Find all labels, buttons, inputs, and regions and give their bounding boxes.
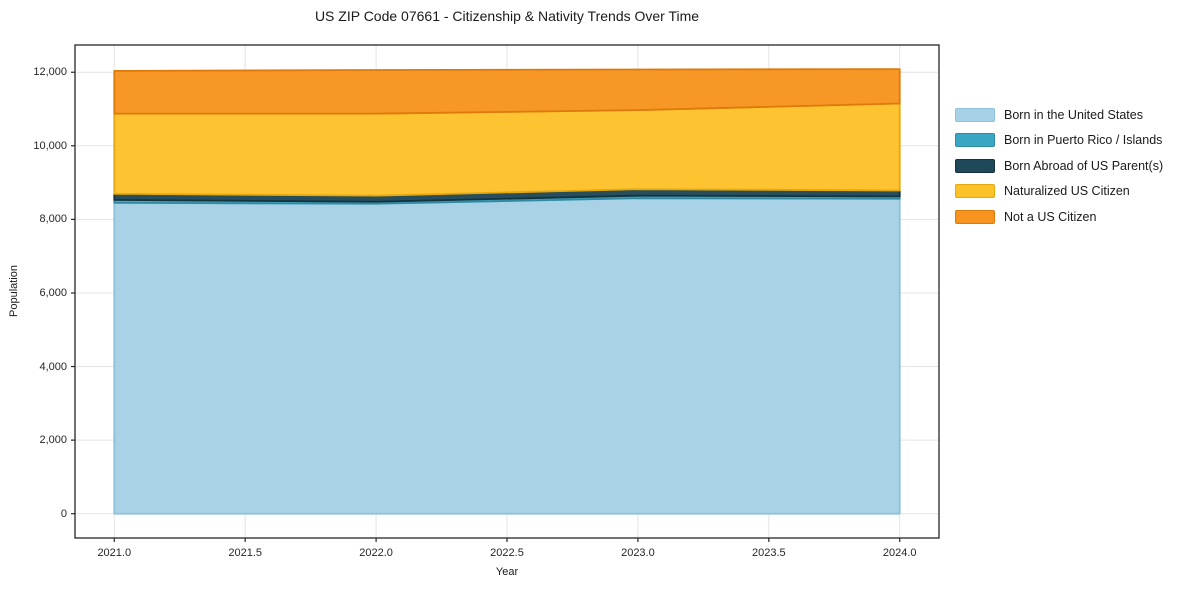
legend-swatch <box>955 107 995 122</box>
legend-label: Born in Puerto Rico / Islands <box>1004 133 1163 148</box>
x-axis-tick-label: 2022.5 <box>490 547 524 559</box>
legend-swatch <box>955 184 995 199</box>
legend-item: Not a US Citizen <box>955 204 1163 230</box>
y-axis-tick-label: 4,000 <box>39 360 67 373</box>
x-axis-tick-label: 2024.0 <box>882 547 917 559</box>
x-axis-tick-label: 2021.5 <box>228 547 262 559</box>
y-axis-tick-label: 8,000 <box>39 213 67 226</box>
x-axis-tick-label: 2021.0 <box>97 547 132 559</box>
legend-label: Naturalized US Citizen <box>1004 184 1130 199</box>
legend-item: Born in Puerto Rico / Islands <box>955 128 1163 154</box>
legend-swatch <box>955 209 995 224</box>
y-axis-tick-label: 12,000 <box>33 66 67 79</box>
legend-label: Born Abroad of US Parent(s) <box>1004 158 1164 173</box>
area-series-5 <box>113 68 901 115</box>
area-series-4 <box>113 102 901 197</box>
legend-item: Born Abroad of US Parent(s) <box>955 153 1163 179</box>
legend-swatch <box>955 158 995 173</box>
x-axis-tick-label: 2022.0 <box>359 547 393 559</box>
legend-item: Born in the United States <box>955 102 1163 128</box>
x-axis-tick-label: 2023.0 <box>621 547 655 559</box>
chart-title: US ZIP Code 07661 - Citizenship & Nativi… <box>314 8 700 24</box>
y-axis-tick-label: 10,000 <box>33 139 67 152</box>
x-axis-tick-label: 2023.5 <box>751 547 786 559</box>
legend-label: Not a US Citizen <box>1004 209 1097 224</box>
legend-label: Born in the United States <box>1004 107 1143 122</box>
y-axis-tick-label: 2,000 <box>39 434 67 447</box>
legend-item: Naturalized US Citizen <box>955 179 1163 205</box>
legend: Born in the United States Born in Puerto … <box>955 102 1163 230</box>
y-axis-tick-label: 6,000 <box>39 286 67 299</box>
y-axis-tick-label: 0 <box>60 507 67 520</box>
legend-swatch <box>955 133 995 148</box>
x-axis-label: Year <box>495 566 519 578</box>
area-series-1 <box>113 197 901 515</box>
y-axis-label: Population <box>8 265 20 317</box>
